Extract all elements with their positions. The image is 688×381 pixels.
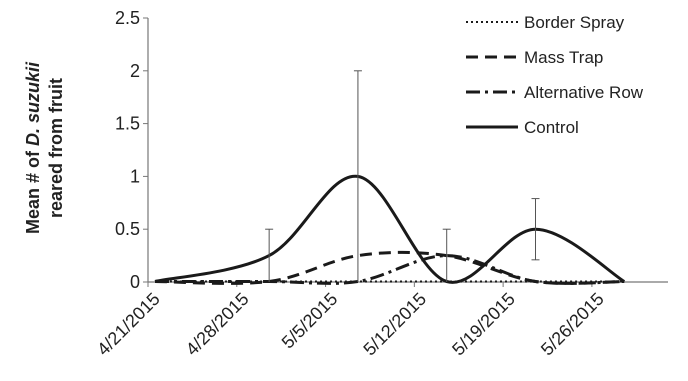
series-line-alternative-row	[154, 254, 625, 285]
legend-label-control: Control	[524, 118, 579, 137]
y-axis-title-prefix: Mean # of	[23, 146, 43, 234]
legend-label-mass-trap: Mass Trap	[524, 48, 603, 67]
legend-label-border-spray: Border Spray	[524, 13, 625, 32]
y-tick-label: 1	[130, 166, 140, 186]
y-tick-label: 2.5	[115, 8, 140, 28]
error-bars	[265, 70, 540, 282]
y-axis-title-line1: Mean # of D. suzukii	[23, 61, 43, 234]
series-lines	[154, 174, 626, 285]
x-tick-label: 5/12/2015	[359, 289, 430, 360]
x-ticks: 4/21/2015 4/28/2015 5/5/2015 5/12/2015 5/19/…	[93, 282, 608, 359]
y-tick-label: 2	[130, 61, 140, 81]
y-tick-label: 0.5	[115, 219, 140, 239]
y-axis-title-line2: reared from fruit	[46, 78, 66, 218]
y-tick-label: 1.5	[115, 114, 140, 134]
y-axis-title: Mean # of D. suzukii reared from fruit	[23, 61, 66, 234]
x-tick-label: 5/19/2015	[448, 289, 519, 360]
series-line-mass-trap	[154, 250, 625, 285]
x-tick-label: 4/21/2015	[93, 289, 164, 360]
x-tick-label: 5/26/2015	[537, 289, 608, 360]
legend-label-alternative-row: Alternative Row	[524, 83, 644, 102]
legend: Border Spray Mass Trap Alternative Row Cont…	[466, 13, 644, 137]
y-axis-title-species: D. suzukii	[23, 61, 43, 146]
y-tick-label: 0	[130, 272, 140, 292]
x-tick-label: 4/28/2015	[182, 289, 253, 360]
series-line-control	[154, 174, 626, 284]
x-tick-label: 5/5/2015	[278, 289, 342, 353]
y-ticks: 0 0.5 1 1.5 2 2.5	[115, 8, 148, 292]
